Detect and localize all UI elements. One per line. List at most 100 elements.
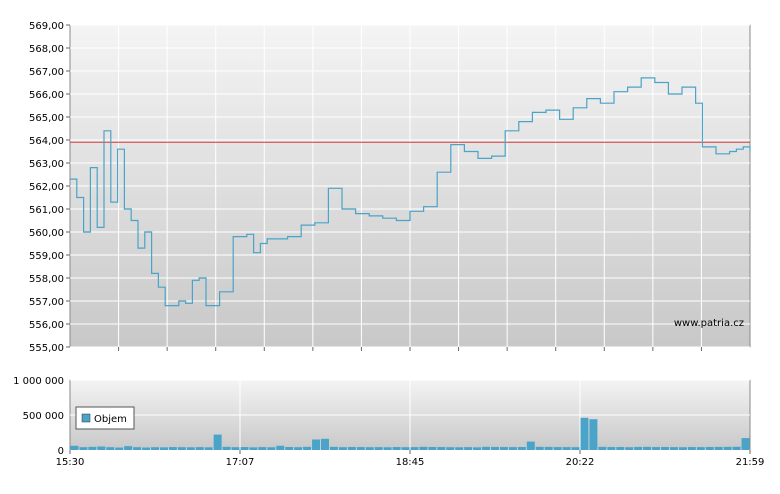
price-tick-label: 567,00 [29,67,64,78]
volume-bar [499,447,508,450]
volume-bar [79,447,88,450]
volume-chart-panel: 1 000 000 500 000 015:30 17:07 18:45 20:22 21:… [13,376,764,468]
volume-bar [607,447,616,450]
price-tick-label: 566,00 [29,90,64,101]
volume-bar [696,447,705,450]
volume-tick-label: 500 000 [23,411,64,422]
volume-bar [705,446,714,450]
volume-bar [329,446,338,450]
volume-bar [312,439,321,450]
volume-bar [526,441,535,450]
volume-bar [553,447,562,450]
volume-bar [383,447,392,450]
price-tick-label: 562,00 [29,182,64,193]
volume-bar [687,447,696,450]
volume-bar [294,447,303,450]
volume-bar [714,446,723,450]
volume-bar [473,447,482,450]
volume-bar [723,446,732,450]
volume-bar [598,446,607,450]
volume-bar [204,447,213,450]
volume-bar [124,446,133,450]
volume-bar [276,445,285,450]
price-tick-label: 560,00 [29,228,64,239]
volume-bar [231,447,240,450]
legend-label: Objem [94,414,127,425]
volume-bar [410,447,419,450]
volume-bar [159,447,168,450]
price-tick-label: 556,00 [29,320,64,331]
volume-tick-label: 0 [58,446,64,457]
volume-bar [589,419,598,450]
time-tick-label: 20:22 [566,457,595,468]
volume-bar [151,447,159,450]
price-tick-label: 569,00 [29,21,64,32]
price-tick-label: 558,00 [29,274,64,285]
time-tick-label: 21:59 [736,457,765,468]
volume-bar [652,447,661,450]
volume-bar [508,447,517,450]
volume-bar [401,447,410,450]
volume-bar [517,446,526,450]
volume-bar [669,447,678,450]
legend-box [75,406,135,430]
price-chart-panel: 569,00 568,00 567,00 566,00 565,00 564,00 563,… [29,21,751,354]
volume-bar [338,447,347,450]
time-tick-label: 17:07 [226,457,255,468]
volume-bar [625,447,634,450]
volume-bar [678,447,687,450]
volume-bar [186,447,195,450]
volume-bar [580,417,589,450]
volume-bar [285,446,294,450]
volume-bar [428,446,437,450]
volume-bar [88,446,97,450]
volume-bar [365,447,374,450]
volume-bar [732,446,741,450]
volume-bar [168,447,177,450]
volume-bar [491,446,499,450]
volume-bar [356,447,365,450]
volume-bar [374,447,383,450]
volume-bar [240,447,249,450]
volume-bar [267,447,276,450]
volume-bar [70,445,79,450]
volume-bar [195,447,204,450]
volume-legend: Objem [75,406,135,430]
legend-swatch [81,413,91,423]
price-tick-label: 561,00 [29,205,64,216]
volume-bar [544,446,553,450]
volume-bar [97,446,106,450]
volume-bar [643,446,652,450]
price-tick-label: 555,00 [29,343,64,354]
volume-bar [741,438,750,450]
volume-bar [535,446,544,450]
volume-bar [249,447,258,450]
volume-bar [303,446,312,450]
volume-bar [142,447,151,450]
volume-bar [634,446,643,450]
price-tick-label: 565,00 [29,113,64,124]
volume-bar [321,438,329,450]
volume-bar [177,447,186,450]
volume-bar [133,447,142,450]
volume-bar [616,446,625,450]
price-line [70,77,751,307]
volume-bar [222,446,231,450]
volume-bar [661,446,669,450]
volume-bar [562,447,571,450]
volume-bar [213,434,222,450]
price-tick-label: 557,00 [29,297,64,308]
volume-bar [464,447,473,450]
volume-bar [437,447,446,450]
time-tick-label: 18:45 [396,457,425,468]
volume-bar [482,446,491,450]
volume-bar [392,447,401,450]
price-tick-label: 564,00 [29,136,64,147]
time-tick-label: 15:30 [56,457,85,468]
price-tick-label: 568,00 [29,44,64,55]
volume-bar [115,447,124,450]
price-tick-label: 563,00 [29,159,64,170]
volume-bar [455,447,464,450]
volume-bar [347,446,356,450]
